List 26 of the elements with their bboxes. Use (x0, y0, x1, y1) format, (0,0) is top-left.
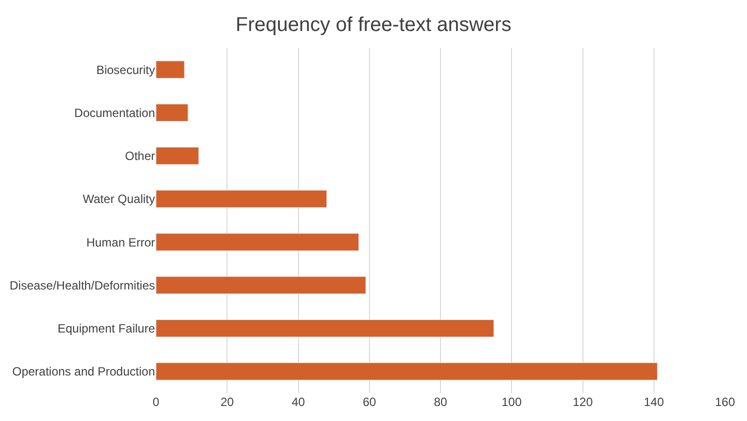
bar (156, 60, 185, 78)
bar (156, 190, 327, 208)
y-tick-label: Documentation (74, 106, 155, 120)
bar (156, 104, 188, 122)
bar (156, 276, 366, 294)
y-tick-label: Biosecurity (96, 62, 155, 77)
y-tick-label: Human Error (86, 235, 155, 250)
bar (156, 146, 199, 165)
bar (156, 362, 658, 380)
y-tick-label: Equipment Failure (58, 322, 156, 336)
x-tick-label: 160 (714, 395, 736, 409)
y-tick-label: Other (124, 149, 155, 164)
bar (156, 233, 359, 251)
chart-title: Frequency of free-text answers (236, 14, 512, 36)
bar (156, 319, 494, 338)
x-tick-label: 140 (644, 395, 664, 409)
x-tick-label: 120 (572, 395, 594, 409)
x-tick-label: 100 (502, 395, 522, 409)
y-tick-label: Operations and Production (12, 364, 155, 379)
x-tick-label: 80 (434, 395, 448, 409)
x-tick-label: 0 (152, 395, 160, 409)
x-tick-label: 60 (362, 395, 376, 409)
x-tick-label: 40 (292, 395, 306, 409)
y-tick-label: Disease/Health/Deformities (10, 278, 155, 292)
x-tick-label: 20 (220, 395, 234, 409)
y-tick-label: Water Quality (82, 192, 155, 206)
